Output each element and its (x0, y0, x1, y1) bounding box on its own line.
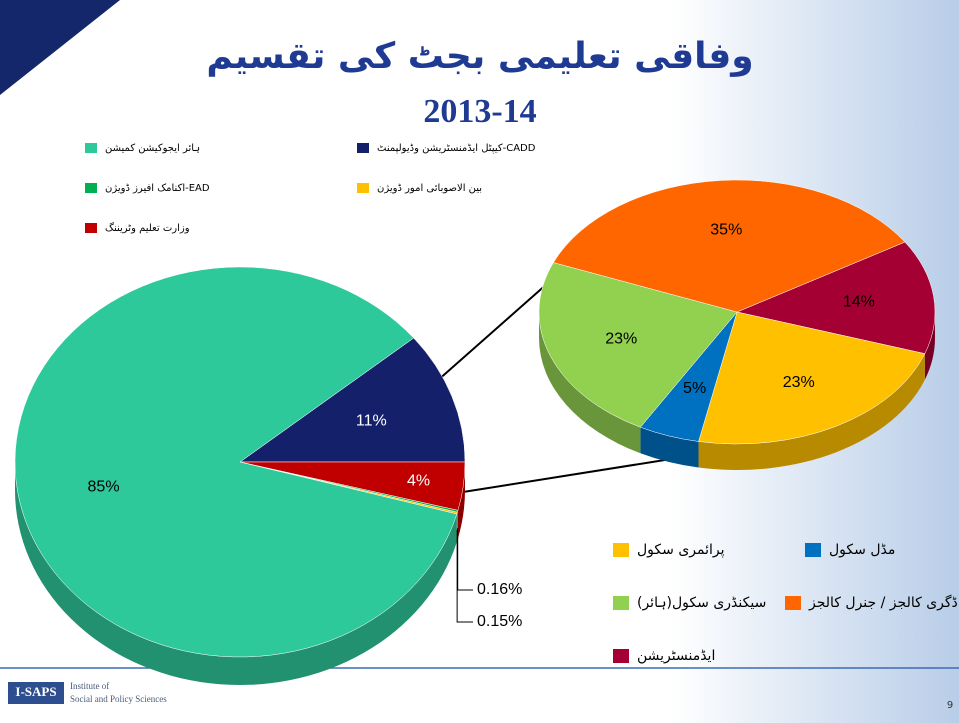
legend-swatch (785, 596, 801, 610)
connector (436, 282, 549, 382)
legend-label: پرائمری سکول (637, 542, 725, 558)
slice (736, 241, 936, 354)
legend-label: مڈل سکول (829, 542, 895, 558)
data-label: 14% (843, 294, 875, 311)
legend-swatch (357, 183, 369, 193)
legend-label: بین الاصوبائی امور ڈویژن (377, 183, 482, 194)
slice (553, 179, 906, 313)
org-name: Social and Policy Sciences (70, 694, 167, 704)
slice-side (457, 462, 465, 539)
legend-label: اکنامک افیرز ڈویژن-EAD (105, 183, 210, 194)
slice (14, 266, 458, 658)
legend-label: کیپٹل ایڈمنسٹریشن وڈیولپمنٹ-CADD (377, 143, 536, 154)
logo: I-SAPS (15, 684, 56, 699)
legend-swatch (85, 183, 97, 193)
legend-label: ہائر ایجوکیشن کمیشن (105, 143, 200, 154)
legend-label: ڈگری کالجز / جنرل کالجز (808, 594, 958, 611)
slice (538, 262, 738, 428)
legend-swatch (357, 143, 369, 153)
chart-title: وفاقی تعلیمی بجٹ کی تقسیم (206, 36, 753, 77)
legend-swatch (613, 649, 629, 663)
slice-side (640, 427, 699, 468)
data-label: 0.15% (477, 613, 522, 630)
slice (698, 311, 926, 445)
data-label: 11% (356, 412, 387, 429)
slice-side (924, 312, 935, 380)
leader-line (456, 529, 473, 623)
data-label: 23% (783, 374, 815, 391)
logo-box (8, 682, 64, 704)
data-label: 0.16% (477, 581, 522, 598)
slice-side (698, 353, 925, 471)
legend-swatch (805, 543, 821, 557)
leader-line (457, 528, 473, 591)
legend-swatch (85, 143, 97, 153)
legend-swatch (85, 223, 97, 233)
legend-label: ایڈمنسٹریشن (637, 648, 715, 664)
legend-label: سیکنڈری سکول(ہائر) (637, 595, 766, 611)
data-label: 85% (88, 478, 120, 495)
legend-swatch (613, 543, 629, 557)
data-label: 35% (710, 222, 742, 239)
connector (462, 455, 691, 493)
page-number: 9 (947, 700, 953, 711)
corner-decoration (0, 0, 120, 95)
org-name: Institute of (70, 681, 109, 691)
legend-label: وزارت تعلیم وٹریننگ (105, 222, 190, 234)
slice-side (539, 312, 641, 454)
legend-swatch (613, 596, 629, 610)
data-label: 5% (683, 380, 706, 397)
data-label: 23% (605, 330, 637, 347)
chart-subtitle: 2013-14 (423, 93, 536, 130)
data-label: 4% (407, 473, 430, 490)
slice (239, 337, 466, 463)
